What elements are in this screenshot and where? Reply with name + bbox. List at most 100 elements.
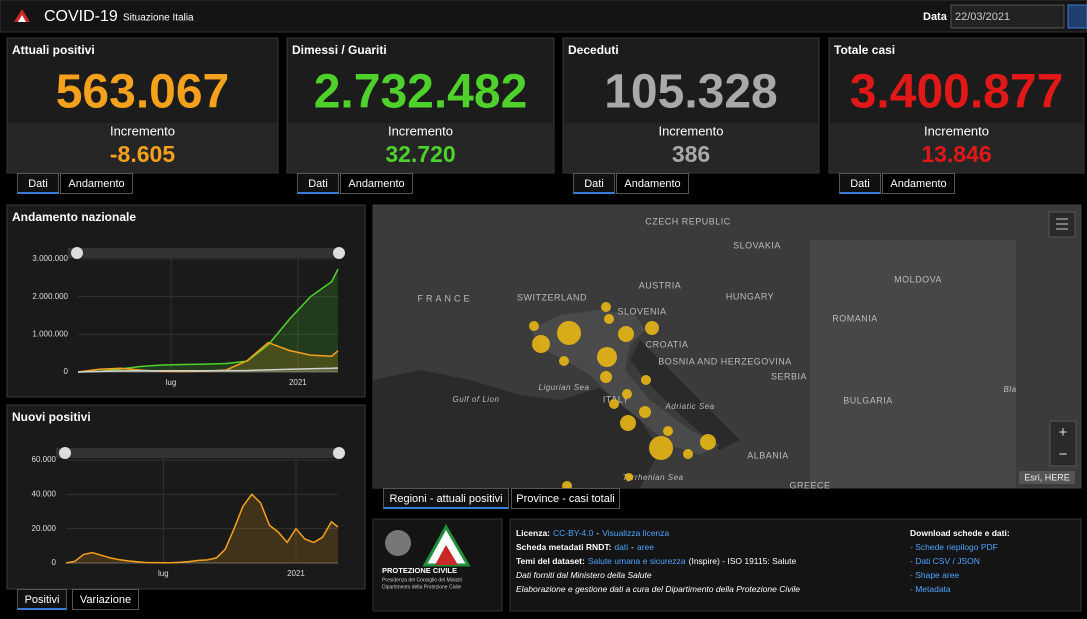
slider-handle (333, 247, 345, 259)
zoom-control (1049, 420, 1077, 467)
map-bubble (618, 326, 634, 342)
logo-title: PROTEZIONE CIVILE (382, 566, 457, 575)
increment-value: 386 (672, 141, 710, 167)
logo-line: Presidenza del Consiglio dei Ministri (382, 577, 462, 583)
zoom-out: − (1059, 446, 1068, 463)
map-bubble (557, 321, 581, 345)
range-slider (56, 448, 338, 458)
card-tab[interactable]: Andamento (340, 173, 413, 194)
card-tab[interactable]: Dati (839, 173, 881, 194)
sea (373, 370, 640, 488)
chart-panel (6, 404, 366, 590)
card-title: Totale casi (834, 43, 895, 57)
map-label: ALBANIA (747, 450, 789, 460)
map-label: HUNGARY (726, 291, 774, 301)
card-tab[interactable]: Andamento (882, 173, 955, 194)
range-slider (68, 248, 338, 258)
card-value: 2.732.482 (314, 66, 528, 119)
card-title: Attuali positivi (12, 43, 95, 57)
info-text: Scheda metadati RNDT: (516, 542, 612, 552)
map-bubble (600, 371, 612, 383)
info-line: Dati forniti dal Ministero della Salute (516, 570, 655, 580)
info-link[interactable]: Visualizza licenza (602, 528, 670, 538)
map-bubble (601, 302, 611, 312)
card-footer (288, 123, 553, 172)
date-input (950, 4, 1065, 29)
info-text: Dati forniti dal Ministero della Salute (516, 570, 652, 580)
calendar-button (1067, 4, 1087, 29)
card-value: 3.400.877 (850, 66, 1064, 119)
y-tick-label: 60.000 (32, 455, 57, 464)
card-footer (8, 123, 277, 172)
map-label: Bla (1003, 385, 1016, 394)
map-label: BOSNIA AND HERZEGOVINA (658, 356, 792, 366)
increment-value: 32.720 (385, 141, 455, 167)
map-bubble (620, 415, 636, 431)
download-link[interactable]: - Dati CSV / JSON (910, 556, 980, 566)
slider-handle (71, 247, 83, 259)
series-line (77, 367, 339, 373)
info-text: (Inspire) - ISO 19115: Salute (688, 556, 797, 566)
x-tick-label: 2021 (287, 569, 305, 578)
increment-label: Incremento (388, 123, 453, 138)
card-tab[interactable]: Dati (573, 173, 615, 194)
map-label: GREECE (789, 480, 830, 490)
map-bubble (663, 426, 673, 436)
map-bubble (604, 314, 614, 324)
download-link[interactable]: - Shape aree (910, 570, 960, 580)
chart-tab[interactable]: Positivi (17, 589, 67, 610)
info-text: Elaborazione e gestione dati a cura del … (516, 584, 800, 594)
map-label: SLOVENIA (617, 306, 666, 316)
y-tick-label: 40.000 (32, 489, 57, 498)
header-bar (0, 0, 1087, 33)
map-label: CROATIA (646, 339, 689, 349)
download-link[interactable]: - Metadata (910, 584, 951, 594)
map-label: BULGARIA (843, 395, 893, 405)
card-tab[interactable]: Dati (17, 173, 59, 194)
increment-label: Incremento (924, 123, 989, 138)
chart-title: Nuovi positivi (12, 410, 91, 424)
map-label: ROMANIA (832, 313, 878, 323)
x-tick-label: 2021 (289, 378, 307, 387)
info-link[interactable]: CC-BY-4.0 (553, 528, 594, 538)
map-tab[interactable]: Province - casi totali (511, 488, 620, 509)
info-link[interactable]: aree (636, 542, 654, 552)
map-label: CZECH REPUBLIC (645, 216, 731, 226)
info-text: Licenza: (516, 528, 551, 538)
series-area (78, 269, 338, 372)
map-tab[interactable]: Regioni - attuali positivi (383, 488, 509, 509)
sea (630, 340, 740, 450)
chart-tab[interactable]: Variazione (72, 589, 139, 610)
download-link[interactable]: - Schede riepilogo PDF (910, 542, 998, 552)
info-link[interactable]: dati (614, 542, 629, 552)
series-area (78, 342, 338, 372)
map-bubble (645, 321, 659, 335)
map-bubble (597, 347, 617, 367)
map-label: SLOVAKIA (733, 240, 781, 250)
card-tab[interactable]: Andamento (60, 173, 133, 194)
y-tick-label: 0 (64, 367, 69, 376)
map-region-light (810, 240, 1016, 488)
card-footer (830, 123, 1083, 172)
chart-title: Andamento nazionale (12, 210, 136, 224)
map-bubble (700, 434, 716, 450)
card-tab[interactable]: Andamento (616, 173, 689, 194)
map-label: AUSTRIA (639, 280, 682, 290)
card-tab[interactable]: Dati (297, 173, 339, 194)
info-line: Licenza: CC-BY-4.0- Visualizza licenza (516, 528, 672, 538)
date-label: Data (923, 11, 948, 23)
card-footer (564, 123, 818, 172)
info-link[interactable]: Salute umana e sicurezza (587, 556, 686, 566)
increment-label: Incremento (110, 123, 175, 138)
map-label: SWITZERLAND (517, 292, 587, 302)
card-value: 563.067 (56, 66, 230, 119)
download-title: Download schede e dati: (910, 528, 1010, 538)
increment-value: -8.605 (110, 141, 175, 167)
info-line: Temi del dataset: Salute umana e sicurezz… (516, 556, 799, 566)
app-subtitle: Situazione Italia (123, 13, 194, 24)
slider-handle (333, 447, 345, 459)
map-bubble (559, 356, 569, 366)
map-bubble (683, 449, 693, 459)
